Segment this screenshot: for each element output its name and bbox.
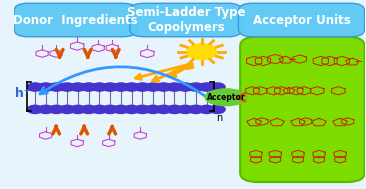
FancyArrowPatch shape — [109, 126, 116, 134]
Text: Donor  Ingredients: Donor Ingredients — [13, 13, 138, 26]
Circle shape — [92, 83, 107, 91]
Circle shape — [178, 83, 193, 91]
Circle shape — [145, 105, 161, 114]
FancyArrowPatch shape — [56, 50, 63, 57]
Circle shape — [135, 105, 150, 114]
Circle shape — [124, 105, 139, 114]
Text: Semi-Ladder Type
Copolymers: Semi-Ladder Type Copolymers — [127, 6, 245, 34]
FancyArrowPatch shape — [153, 64, 192, 81]
FancyArrowPatch shape — [84, 50, 91, 57]
FancyArrowPatch shape — [135, 64, 192, 79]
Circle shape — [49, 105, 64, 114]
Circle shape — [70, 83, 86, 91]
Circle shape — [81, 83, 96, 91]
FancyArrowPatch shape — [53, 126, 59, 134]
Circle shape — [199, 105, 214, 114]
Circle shape — [60, 105, 75, 114]
Circle shape — [81, 105, 96, 114]
Circle shape — [70, 105, 86, 114]
Text: h⁺: h⁺ — [15, 87, 31, 100]
FancyArrowPatch shape — [187, 63, 193, 69]
Circle shape — [210, 105, 225, 114]
Text: Acceptor Units: Acceptor Units — [253, 13, 350, 26]
Circle shape — [27, 83, 43, 91]
FancyArrowPatch shape — [40, 67, 205, 96]
FancyBboxPatch shape — [14, 3, 137, 37]
Circle shape — [156, 105, 172, 114]
Circle shape — [113, 83, 128, 91]
FancyArrowPatch shape — [170, 64, 192, 77]
Circle shape — [60, 83, 75, 91]
Circle shape — [38, 105, 53, 114]
Circle shape — [27, 105, 43, 114]
Circle shape — [199, 83, 214, 91]
FancyArrowPatch shape — [112, 50, 119, 57]
Circle shape — [102, 83, 118, 91]
Circle shape — [188, 83, 203, 91]
FancyBboxPatch shape — [240, 37, 365, 182]
Circle shape — [49, 83, 64, 91]
Circle shape — [38, 83, 53, 91]
Circle shape — [167, 83, 182, 91]
FancyBboxPatch shape — [238, 3, 365, 37]
Circle shape — [156, 83, 172, 91]
Text: Acceptor: Acceptor — [207, 93, 246, 102]
Text: n: n — [216, 113, 222, 123]
Circle shape — [124, 83, 139, 91]
Circle shape — [178, 105, 193, 114]
Circle shape — [145, 83, 161, 91]
Circle shape — [113, 105, 128, 114]
Circle shape — [210, 83, 225, 91]
Ellipse shape — [205, 89, 247, 106]
FancyArrowPatch shape — [81, 126, 87, 134]
Circle shape — [167, 105, 182, 114]
Circle shape — [135, 83, 150, 91]
Circle shape — [187, 44, 216, 60]
Circle shape — [92, 105, 107, 114]
FancyBboxPatch shape — [130, 3, 242, 37]
FancyArrowPatch shape — [237, 93, 245, 101]
Circle shape — [188, 105, 203, 114]
Circle shape — [102, 105, 118, 114]
